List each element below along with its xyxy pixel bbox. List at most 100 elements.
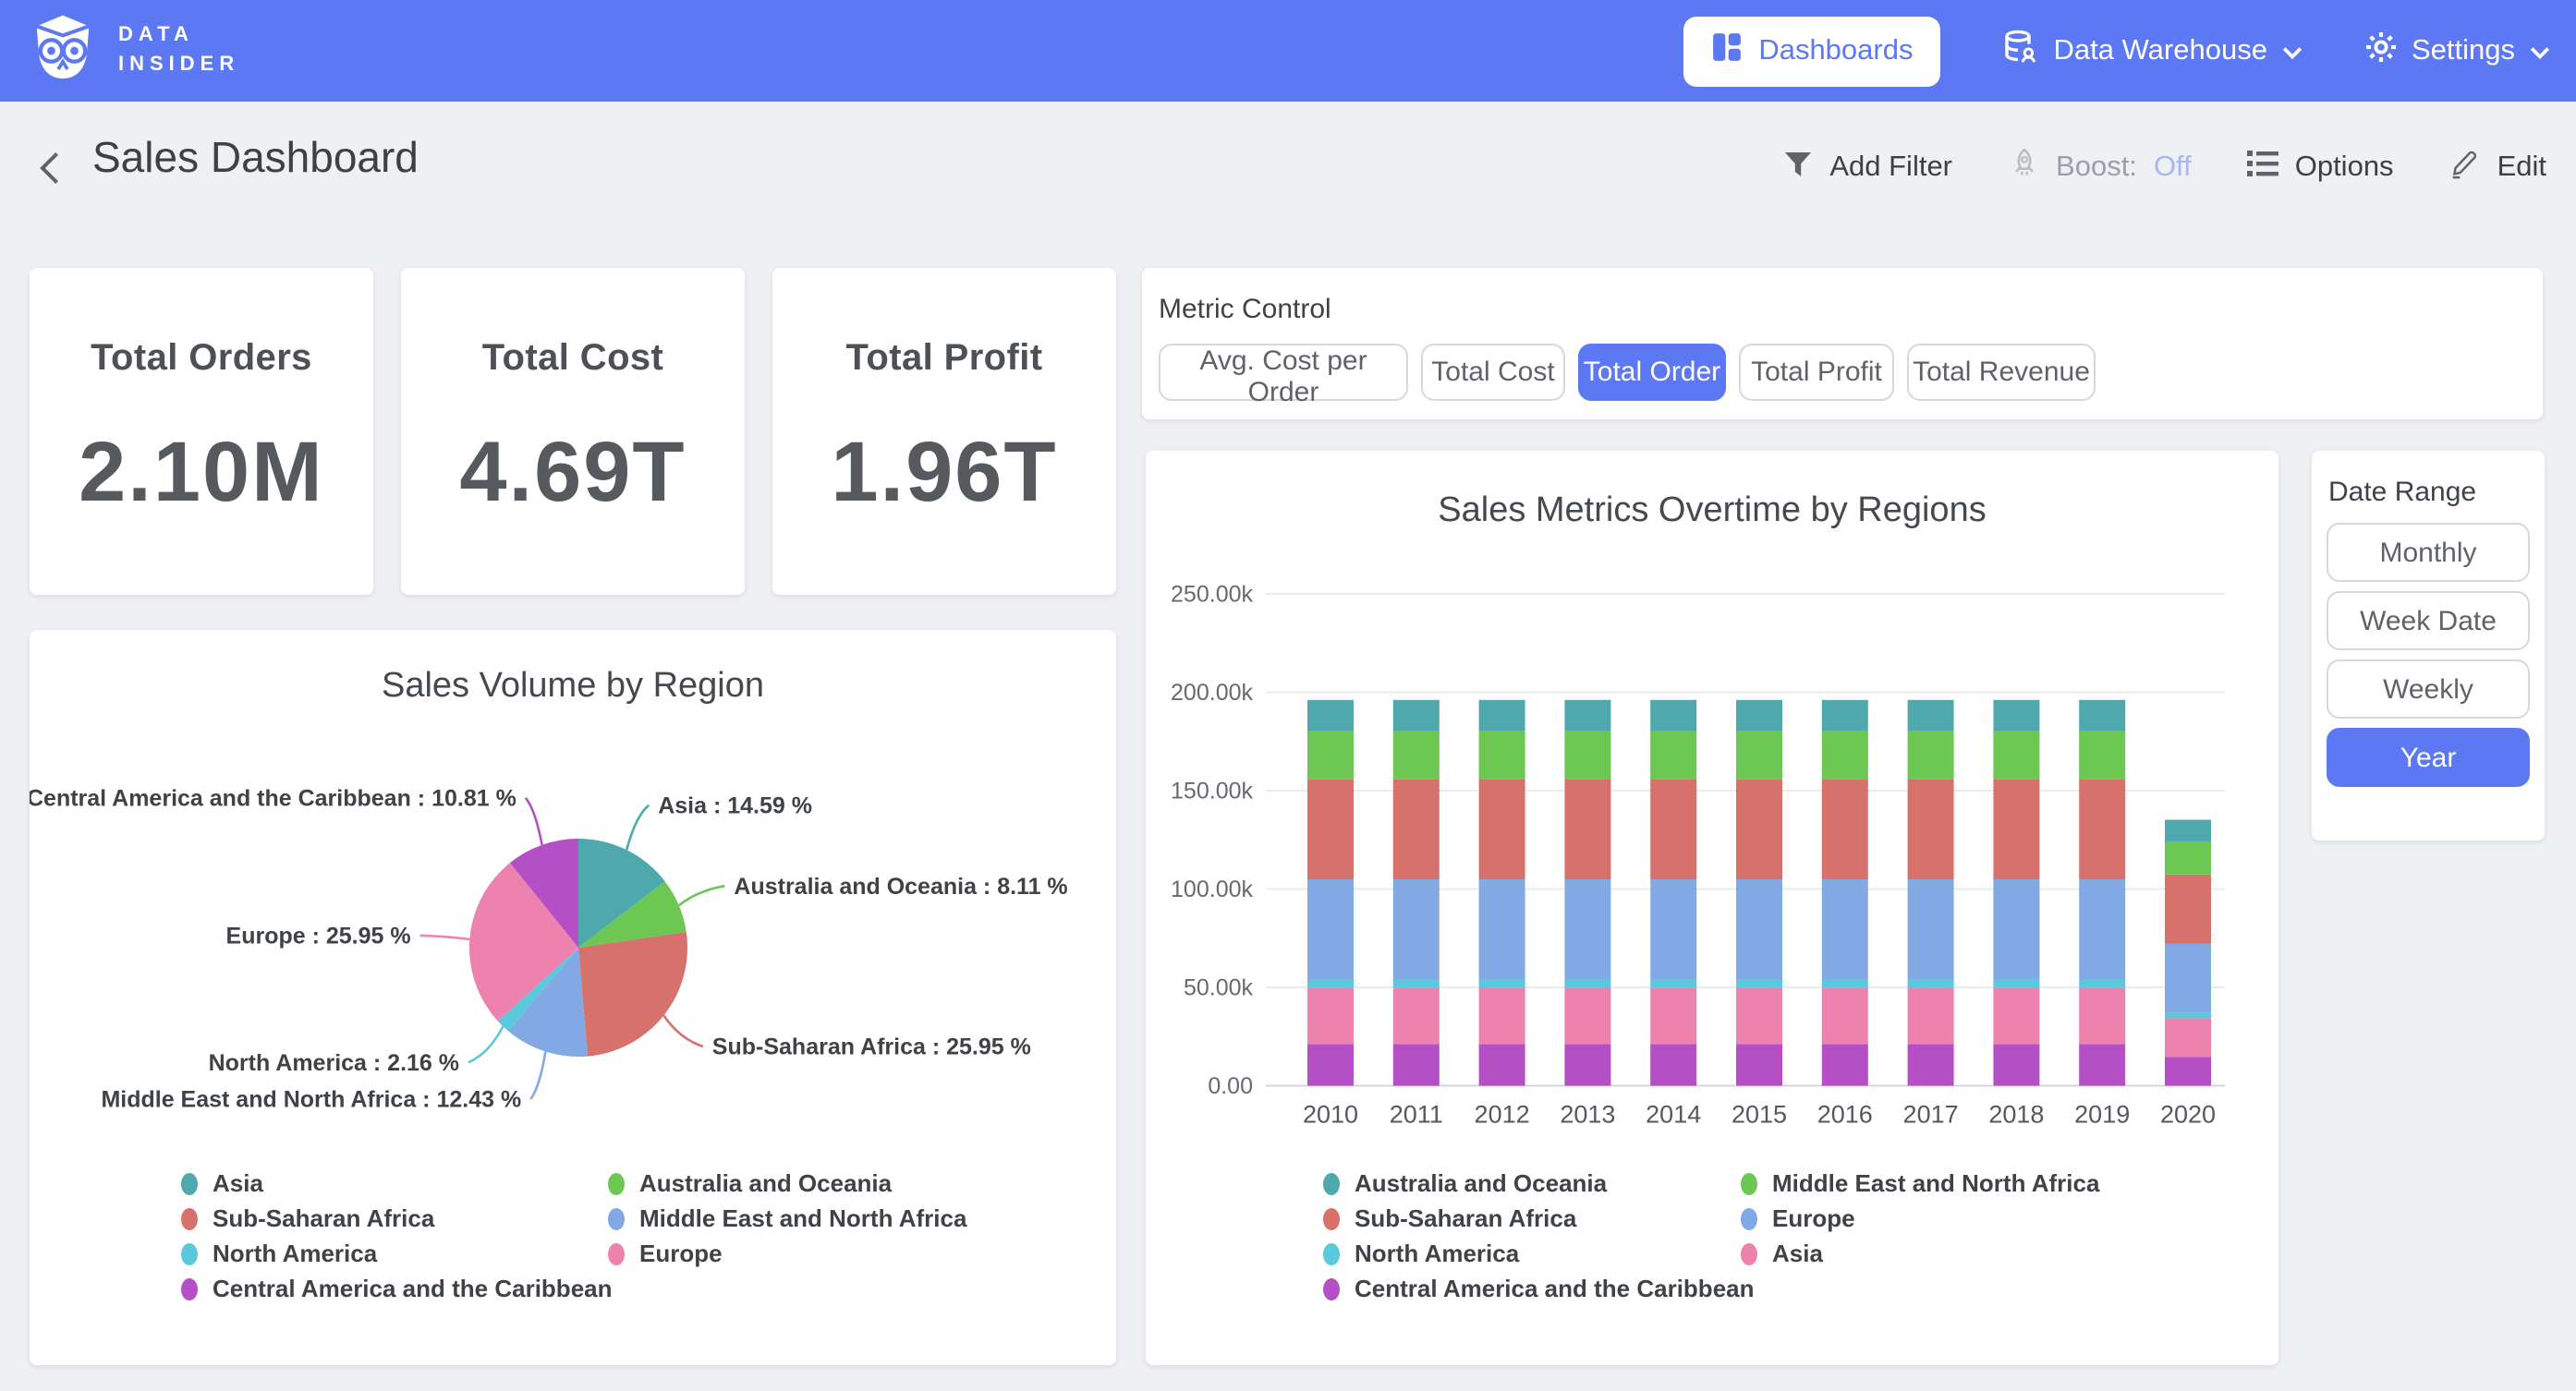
nav-dashboards[interactable]: Dashboards: [1683, 16, 1940, 86]
bar-segment-middle-east-and-north-africa[interactable]: [1908, 732, 1954, 780]
bar-segment-europe[interactable]: [1650, 879, 1696, 979]
bar-segment-middle-east-and-north-africa[interactable]: [1307, 732, 1354, 780]
bar-segment-europe[interactable]: [1564, 879, 1610, 979]
bar-segment-middle-east-and-north-africa[interactable]: [1479, 732, 1525, 780]
bar-segment-north-america[interactable]: [2165, 1012, 2211, 1018]
bar-segment-north-america[interactable]: [1736, 979, 1782, 987]
bar-segment-middle-east-and-north-africa[interactable]: [1393, 732, 1440, 780]
bar-segment-australia-and-oceania[interactable]: [1993, 700, 2039, 732]
bar-segment-sub-saharan-africa[interactable]: [1736, 780, 1782, 879]
back-button[interactable]: [30, 146, 74, 196]
nav-data-warehouse[interactable]: Data Warehouse: [2003, 29, 2303, 73]
bar-segment-australia-and-oceania[interactable]: [1822, 700, 1868, 732]
bar-segment-sub-saharan-africa[interactable]: [1908, 780, 1954, 879]
metric-total-revenue[interactable]: Total Revenue: [1907, 344, 2096, 401]
bar-segment-asia[interactable]: [1307, 987, 1354, 1044]
metric-total-profit[interactable]: Total Profit: [1739, 344, 1894, 401]
bar-segment-sub-saharan-africa[interactable]: [1307, 780, 1354, 879]
bar-segment-north-america[interactable]: [1479, 979, 1525, 987]
bar-segment-asia[interactable]: [1564, 987, 1610, 1044]
bar-segment-europe[interactable]: [1993, 879, 2039, 979]
bar-segment-central-america-and-the-caribbean[interactable]: [2079, 1044, 2125, 1085]
bar-segment-australia-and-oceania[interactable]: [1564, 700, 1610, 732]
bar-segment-middle-east-and-north-africa[interactable]: [1564, 732, 1610, 780]
bar-segment-asia[interactable]: [1479, 987, 1525, 1044]
bar-segment-australia-and-oceania[interactable]: [2079, 700, 2125, 732]
bar-segment-sub-saharan-africa[interactable]: [1993, 780, 2039, 879]
bar-segment-middle-east-and-north-africa[interactable]: [2165, 841, 2211, 875]
bar-segment-australia-and-oceania[interactable]: [2165, 820, 2211, 841]
metric-total-order[interactable]: Total Order: [1578, 344, 1726, 401]
bar-segment-asia[interactable]: [1908, 987, 1954, 1044]
nav-settings[interactable]: Settings: [2365, 30, 2550, 71]
bar-segment-europe[interactable]: [1822, 879, 1868, 979]
legend-item[interactable]: Sub-Saharan Africa: [181, 1201, 613, 1236]
bar-segment-asia[interactable]: [2165, 1018, 2211, 1057]
bar-segment-north-america[interactable]: [1307, 979, 1354, 987]
date-range-monthly[interactable]: Monthly: [2327, 523, 2530, 582]
bar-segment-sub-saharan-africa[interactable]: [2079, 780, 2125, 879]
bar-segment-sub-saharan-africa[interactable]: [1564, 780, 1610, 879]
legend-item[interactable]: Asia: [1741, 1236, 2099, 1271]
bar-segment-central-america-and-the-caribbean[interactable]: [1908, 1044, 1954, 1085]
metric-avg-cost-per-order[interactable]: Avg. Cost per Order: [1159, 344, 1408, 401]
date-range-weekly[interactable]: Weekly: [2327, 659, 2530, 719]
bar-segment-asia[interactable]: [1650, 987, 1696, 1044]
pie-slice-sub-saharan-africa[interactable]: [578, 932, 687, 1057]
bar-segment-europe[interactable]: [2079, 879, 2125, 979]
edit-button[interactable]: Edit: [2449, 148, 2546, 188]
bar-segment-north-america[interactable]: [1393, 979, 1440, 987]
bar-segment-australia-and-oceania[interactable]: [1479, 700, 1525, 732]
options-button[interactable]: Options: [2247, 150, 2394, 187]
legend-item[interactable]: Australia and Oceania: [608, 1166, 966, 1201]
legend-item[interactable]: North America: [181, 1236, 613, 1271]
bar-segment-middle-east-and-north-africa[interactable]: [1993, 732, 2039, 780]
bar-segment-north-america[interactable]: [1650, 979, 1696, 987]
bar-segment-asia[interactable]: [1993, 987, 2039, 1044]
bar-segment-europe[interactable]: [2165, 944, 2211, 1013]
metric-total-cost[interactable]: Total Cost: [1421, 344, 1565, 401]
bar-segment-sub-saharan-africa[interactable]: [2165, 875, 2211, 944]
bar-segment-central-america-and-the-caribbean[interactable]: [1822, 1044, 1868, 1085]
bar-segment-middle-east-and-north-africa[interactable]: [1650, 732, 1696, 780]
legend-item[interactable]: Europe: [608, 1236, 966, 1271]
bar-segment-middle-east-and-north-africa[interactable]: [1736, 732, 1782, 780]
add-filter-button[interactable]: Add Filter: [1783, 149, 1952, 187]
legend-item[interactable]: Australia and Oceania: [1323, 1166, 1755, 1201]
legend-item[interactable]: Europe: [1741, 1201, 2099, 1236]
bar-segment-asia[interactable]: [1736, 987, 1782, 1044]
bar-segment-asia[interactable]: [1822, 987, 1868, 1044]
bar-segment-north-america[interactable]: [1908, 979, 1954, 987]
bar-segment-sub-saharan-africa[interactable]: [1479, 780, 1525, 879]
bar-segment-sub-saharan-africa[interactable]: [1822, 780, 1868, 879]
bar-segment-central-america-and-the-caribbean[interactable]: [1650, 1044, 1696, 1085]
date-range-week-date[interactable]: Week Date: [2327, 591, 2530, 650]
legend-item[interactable]: Central America and the Caribbean: [181, 1271, 613, 1306]
bar-segment-central-america-and-the-caribbean[interactable]: [1736, 1044, 1782, 1085]
bar-segment-central-america-and-the-caribbean[interactable]: [1564, 1044, 1610, 1085]
bar-segment-europe[interactable]: [1393, 879, 1440, 979]
bar-segment-asia[interactable]: [1393, 987, 1440, 1044]
legend-item[interactable]: Sub-Saharan Africa: [1323, 1201, 1755, 1236]
boost-toggle[interactable]: Boost: Off: [2008, 148, 2192, 188]
bar-segment-central-america-and-the-caribbean[interactable]: [1993, 1044, 2039, 1085]
bar-segment-sub-saharan-africa[interactable]: [1650, 780, 1696, 879]
bar-segment-australia-and-oceania[interactable]: [1307, 700, 1354, 732]
bar-segment-central-america-and-the-caribbean[interactable]: [2165, 1057, 2211, 1085]
bar-segment-central-america-and-the-caribbean[interactable]: [1479, 1044, 1525, 1085]
bar-segment-australia-and-oceania[interactable]: [1393, 700, 1440, 732]
legend-item[interactable]: Central America and the Caribbean: [1323, 1271, 1755, 1306]
bar-segment-europe[interactable]: [1479, 879, 1525, 979]
legend-item[interactable]: Asia: [181, 1166, 613, 1201]
bar-segment-middle-east-and-north-africa[interactable]: [1822, 732, 1868, 780]
bar-segment-north-america[interactable]: [1822, 979, 1868, 987]
bar-segment-sub-saharan-africa[interactable]: [1393, 780, 1440, 879]
bar-segment-north-america[interactable]: [2079, 979, 2125, 987]
bar-segment-australia-and-oceania[interactable]: [1908, 700, 1954, 732]
legend-item[interactable]: Middle East and North Africa: [608, 1201, 966, 1236]
bar-segment-middle-east-and-north-africa[interactable]: [2079, 732, 2125, 780]
date-range-year[interactable]: Year: [2327, 728, 2530, 787]
legend-item[interactable]: Middle East and North Africa: [1741, 1166, 2099, 1201]
bar-segment-central-america-and-the-caribbean[interactable]: [1307, 1044, 1354, 1085]
bar-segment-europe[interactable]: [1736, 879, 1782, 979]
